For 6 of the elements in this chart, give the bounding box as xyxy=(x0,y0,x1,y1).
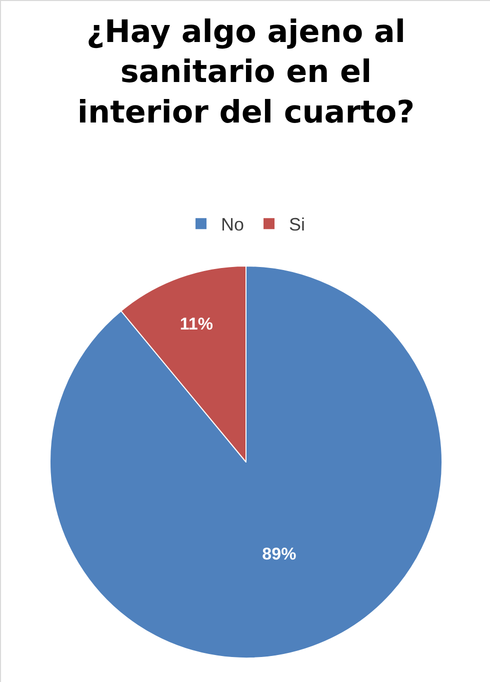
legend-label: Si xyxy=(289,214,306,235)
pie-slice xyxy=(50,266,442,658)
chart-title: ¿Hay algo ajeno al sanitario en el interior del cuarto? xyxy=(77,14,415,131)
legend-label: No xyxy=(221,214,244,235)
data-label: 11% xyxy=(180,314,213,334)
data-label: 89% xyxy=(262,544,296,564)
